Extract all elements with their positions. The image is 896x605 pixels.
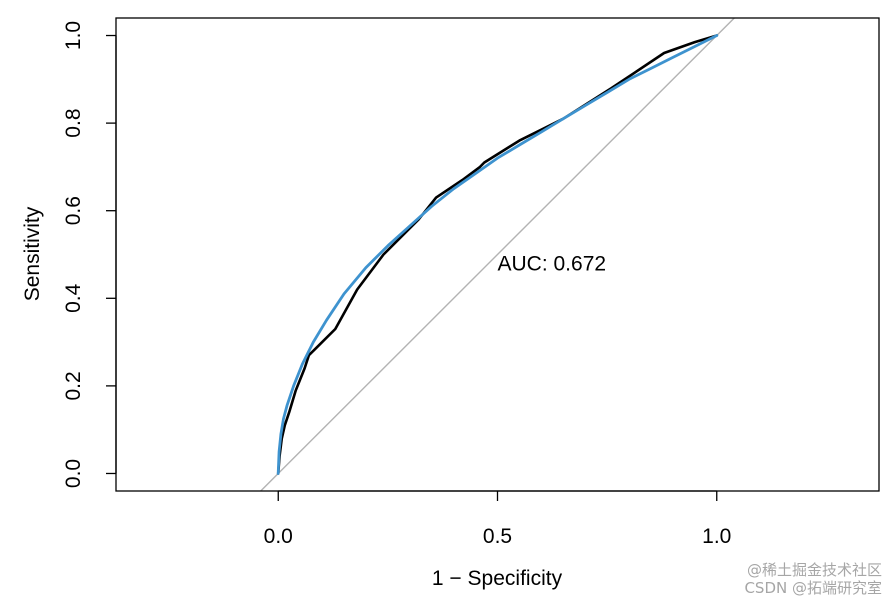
watermark: @稀土掘金技术社区 CSDN @拓端研究室	[744, 561, 882, 597]
y-tick-label: 1.0	[62, 21, 85, 50]
y-tick-label: 0.8	[62, 108, 85, 137]
y-tick-label: 0.4	[62, 283, 85, 313]
y-axis-title: Sensitivity	[21, 206, 44, 301]
x-tick-label: 1.0	[702, 525, 731, 548]
y-tick-label: 0.0	[62, 459, 85, 488]
watermark-line-1: @稀土掘金技术社区	[746, 561, 882, 579]
y-tick-label: 0.6	[62, 196, 85, 225]
chance-diagonal-line	[260, 17, 735, 492]
smoothed-roc-line	[276, 34, 719, 475]
series-layer	[276, 34, 719, 475]
x-axis: 0.0 0.5 1.0	[264, 490, 731, 548]
auc-annotation: AUC: 0.672	[498, 252, 607, 275]
y-axis: 0.0 0.2 0.4 0.6 0.8 1.0	[62, 21, 117, 488]
y-tick-label: 0.2	[62, 371, 85, 400]
reference-line-layer	[260, 17, 735, 492]
x-axis-title: 1 − Specificity	[432, 567, 563, 590]
x-tick-label: 0.0	[264, 525, 293, 548]
watermark-line-2: CSDN @拓端研究室	[744, 579, 882, 597]
x-tick-label: 0.5	[483, 525, 512, 548]
